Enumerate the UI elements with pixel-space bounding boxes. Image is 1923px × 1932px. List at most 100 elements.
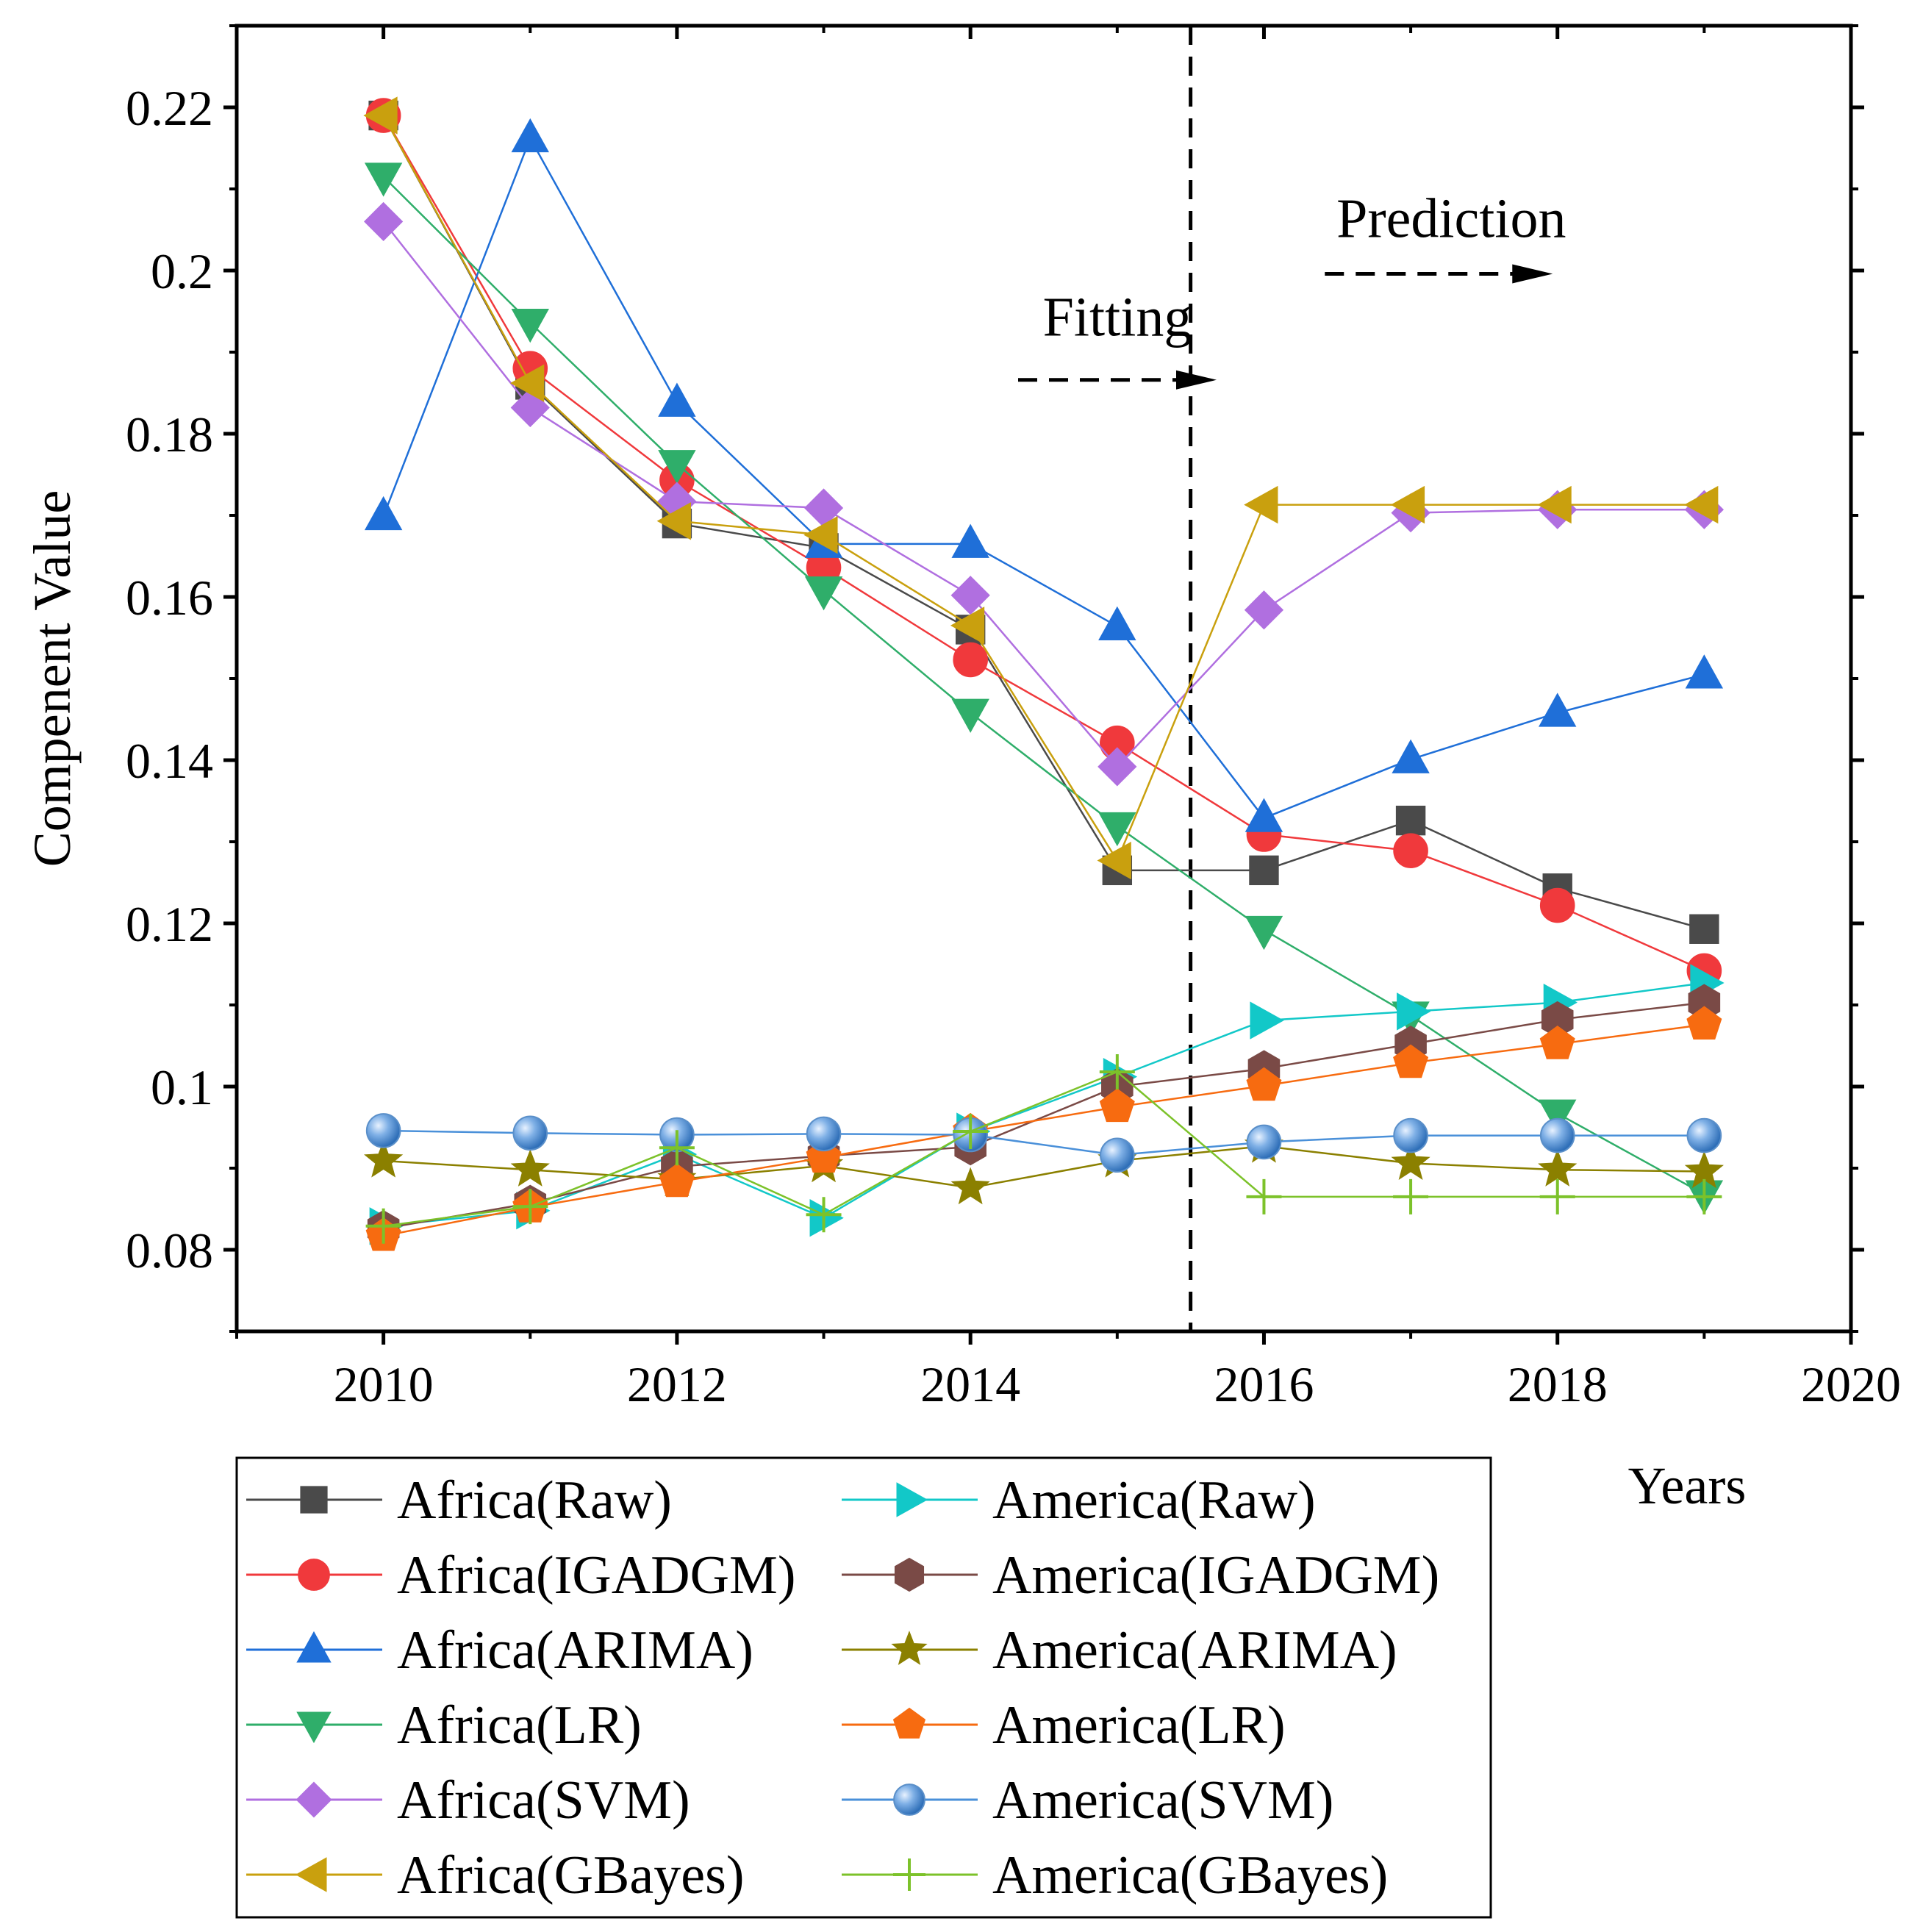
- axes: 2010 2012 2014 2016 2018 2020 0.08 0.1 0.12 0.14 0…: [126, 24, 1901, 1412]
- series-line: [383, 1145, 1705, 1189]
- legend-item: Africa(LR): [246, 1695, 642, 1756]
- annotation-fitting: Fitting: [1018, 287, 1217, 390]
- data-point: [1539, 1178, 1575, 1214]
- series-america-svm: [365, 1113, 1722, 1173]
- data-point: [1539, 1099, 1577, 1134]
- series-line: [382, 136, 1705, 820]
- data-point: [1098, 812, 1136, 847]
- data-point: [1244, 590, 1284, 630]
- legend-marker: [296, 1781, 332, 1818]
- data-point: [1098, 606, 1136, 640]
- series-line: [383, 1129, 1705, 1156]
- legend-item: America(SVM): [842, 1770, 1333, 1831]
- data-point: [1246, 1067, 1282, 1101]
- x-tick-label: 2016: [1214, 1356, 1314, 1412]
- legend-item: Africa(IGADGM): [246, 1545, 795, 1606]
- legend-item: America(Raw): [842, 1470, 1316, 1531]
- data-point: [510, 387, 550, 428]
- legend-item: Africa(ARIMA): [246, 1620, 753, 1681]
- data-point: [1686, 1006, 1722, 1040]
- annotation-label: Fitting: [1043, 287, 1192, 348]
- legend-marker: [295, 1857, 327, 1892]
- x-axis-label: Years: [1628, 1456, 1747, 1515]
- legend-item: America(GBayes): [842, 1845, 1388, 1906]
- y-tick-label: 0.22: [126, 80, 213, 136]
- data-point: [1397, 992, 1431, 1031]
- y-tick-label: 0.08: [126, 1223, 213, 1278]
- legend-marker: [300, 1486, 328, 1514]
- data-point: [510, 364, 545, 402]
- data-point: [1245, 798, 1283, 832]
- series-line: [382, 176, 1705, 1195]
- series-line: [383, 1070, 1705, 1228]
- series-america-igadgm: [367, 984, 1721, 1248]
- series-line: [382, 115, 1705, 972]
- data-point: [512, 1115, 548, 1151]
- data-point: [510, 1149, 550, 1187]
- legend-label: America(Raw): [992, 1470, 1316, 1531]
- data-point: [953, 1114, 989, 1150]
- data-point: [1539, 1026, 1575, 1059]
- x-tick-label: 2014: [920, 1356, 1020, 1412]
- data-point: [511, 118, 549, 153]
- data-point: [364, 201, 404, 242]
- data-point: [1393, 1178, 1429, 1214]
- annotation-prediction: Prediction: [1325, 187, 1566, 284]
- data-point: [1099, 1054, 1135, 1090]
- x-tick-label: 2020: [1801, 1356, 1901, 1412]
- legend-marker: [891, 1631, 928, 1665]
- y-tick-label: 0.12: [126, 896, 213, 952]
- data-point: [365, 1113, 401, 1148]
- data-point: [1539, 887, 1575, 923]
- data-point: [1393, 833, 1428, 869]
- data-point: [1685, 654, 1724, 689]
- legend-marker: [298, 1559, 330, 1591]
- data-point: [1537, 485, 1572, 524]
- legend-border: [235, 1456, 1492, 1919]
- legend-label: Africa(LR): [397, 1695, 642, 1756]
- data-point: [1392, 739, 1430, 773]
- data-point: [511, 309, 549, 343]
- legend-marker: [893, 1858, 925, 1891]
- y-tick-label: 0.16: [126, 570, 213, 626]
- data-point: [1393, 1044, 1429, 1078]
- data-point: [806, 1116, 842, 1152]
- series-layer: [363, 96, 1725, 1251]
- legend-item: America(IGADGM): [842, 1545, 1439, 1606]
- data-point: [1246, 1124, 1282, 1160]
- x-tick-label: 2010: [334, 1356, 434, 1412]
- data-point: [659, 1130, 695, 1166]
- y-tick-label: 0.1: [151, 1059, 213, 1115]
- data-point: [806, 1197, 842, 1233]
- data-point: [1099, 1088, 1135, 1123]
- legend-label: Africa(SVM): [397, 1770, 690, 1831]
- data-point: [953, 642, 988, 678]
- y-tick-label: 0.14: [126, 733, 213, 789]
- data-point: [950, 576, 990, 615]
- data-point: [364, 1140, 404, 1178]
- legend-marker: [892, 1707, 926, 1739]
- data-point: [1097, 841, 1131, 880]
- legend-item: Africa(SVM): [246, 1770, 690, 1831]
- data-point: [1245, 915, 1283, 951]
- x-tick-label: 2018: [1508, 1356, 1608, 1412]
- legend-item: America(LR): [842, 1695, 1286, 1756]
- data-point: [1539, 1117, 1575, 1153]
- legend-label: America(ARIMA): [992, 1620, 1397, 1681]
- data-point: [951, 698, 989, 733]
- data-point: [1100, 1137, 1135, 1173]
- legend-marker: [296, 1631, 332, 1663]
- data-point: [1539, 693, 1577, 727]
- data-point: [804, 576, 843, 611]
- data-point: [1249, 855, 1279, 886]
- data-point: [1097, 747, 1137, 787]
- annotation-arrowhead: [1176, 370, 1217, 390]
- legend-marker: [893, 1783, 925, 1816]
- series-america-gbayes: [365, 1054, 1722, 1244]
- data-point: [364, 495, 403, 531]
- annotation-label: Prediction: [1336, 187, 1566, 249]
- data-point: [658, 450, 696, 484]
- legend-label: America(IGADGM): [992, 1545, 1439, 1606]
- data-point: [365, 1208, 401, 1244]
- data-point: [659, 1163, 695, 1198]
